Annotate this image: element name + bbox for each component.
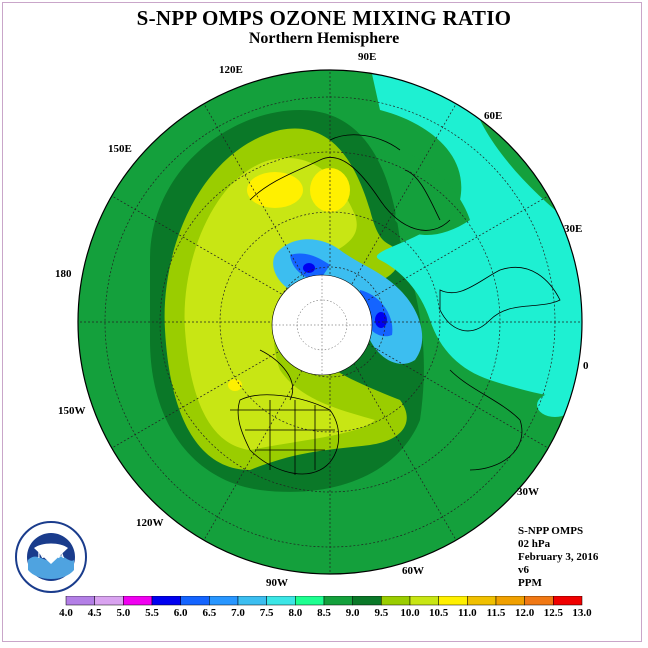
scale-swatch [94,596,124,606]
lon-label-120w: 120W [136,517,164,529]
ozone-6.0-core-2 [375,312,387,328]
lon-label-150e: 150E [108,143,132,155]
scale-label: 8.5 [317,607,331,619]
scale-label: 12.5 [543,607,563,619]
map-border [77,69,583,575]
cap-graticule [272,275,372,375]
scale-swatch [209,596,239,606]
scale-swatch [438,596,468,606]
lon-label-0: 0 [583,360,589,372]
color-scale-bar [65,596,583,606]
scale-swatch [237,596,267,606]
scale-label: 6.0 [173,607,188,619]
figure-frame [2,2,642,642]
lon-label-60e: 60E [484,110,503,122]
ozone-10.5-patch-3 [228,379,242,391]
scale-label: 4.5 [87,607,102,619]
lon-label-120e: 120E [219,64,243,76]
map-title: S-NPP OMPS OZONE MIXING RATIO [136,6,512,30]
scale-swatch [266,596,296,606]
lon-label-90e: 90E [358,51,377,63]
lon-label-30w: 30W [517,486,539,498]
scale-label: 6.5 [202,607,217,619]
scale-label: 11.0 [458,607,477,619]
map-subtitle: Northern Hemisphere [248,30,400,47]
scale-label: 13.0 [572,607,592,619]
scale-swatch [180,596,210,606]
ozone-field [78,70,582,574]
lon-label-150w: 150W [58,405,86,417]
scale-label: 8.0 [288,607,303,619]
info-date: February 3, 2016 [518,551,599,563]
scale-label: 9.0 [345,607,360,619]
scale-label: 12.0 [515,607,535,619]
scale-swatch [524,596,554,606]
logo-text: NOAA [38,550,65,560]
ozone-8.5-inlet [395,150,470,235]
lon-label-30e: 30E [564,223,583,235]
scale-swatch [467,596,497,606]
lon-label-180: 180 [55,268,72,280]
scale-swatch [352,596,382,606]
noaa-logo: NOAA [15,521,87,593]
scale-swatch [65,596,95,606]
scale-label: 5.5 [145,607,159,619]
scale-swatch [409,596,439,606]
info-units: PPM [518,577,542,589]
scale-swatch [123,596,153,606]
lon-label-90w: 90W [266,577,288,589]
scale-swatch [295,596,325,606]
scale-swatch [553,596,583,606]
scale-swatch [151,596,181,606]
scale-label: 10.5 [429,607,449,619]
info-level: 02 hPa [518,538,551,550]
ozone-7.5-patch [537,393,573,417]
scale-label: 10.0 [400,607,420,619]
ozone-6.0-core-1 [303,263,315,273]
ozone-10.5-patch-1 [247,172,303,208]
scale-swatch [323,596,353,606]
scale-swatch [381,596,411,606]
scale-label: 7.0 [231,607,245,619]
ozone-7.5-region-east [370,70,582,400]
scale-label: 9.5 [374,607,389,619]
scale-label: 5.0 [116,607,131,619]
scale-label: 11.5 [486,607,506,619]
info-version: v6 [518,564,529,576]
scale-label: 4.0 [59,607,73,619]
lon-label-60w: 60W [402,565,424,577]
scale-swatch [495,596,525,606]
info-instrument: S-NPP OMPS [518,525,584,537]
scale-label: 7.5 [259,607,274,619]
